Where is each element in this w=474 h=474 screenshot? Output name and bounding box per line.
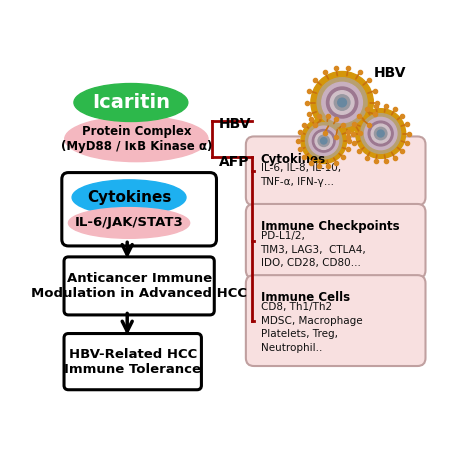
Circle shape [361,114,401,154]
Text: Cytokines: Cytokines [261,153,326,165]
Text: Icaritin: Icaritin [92,93,170,112]
Circle shape [356,109,406,158]
FancyBboxPatch shape [64,334,201,390]
Circle shape [365,118,397,150]
Circle shape [374,128,387,140]
Text: IL-6, IL-8, IL-10,
TNF-α, IFN-γ…: IL-6, IL-8, IL-10, TNF-α, IFN-γ… [261,164,341,187]
Circle shape [301,118,346,164]
Text: HBV-Related HCC
Immune Tolerance: HBV-Related HCC Immune Tolerance [64,347,201,375]
Ellipse shape [74,83,188,121]
FancyBboxPatch shape [246,137,426,205]
Ellipse shape [65,117,208,162]
Text: HBV: HBV [219,118,252,131]
Text: AFP: AFP [219,155,249,169]
Circle shape [306,123,342,159]
Text: IL-6/JAK/STAT3: IL-6/JAK/STAT3 [75,217,183,229]
FancyBboxPatch shape [62,173,217,246]
Circle shape [317,78,367,128]
Circle shape [330,91,354,114]
Text: Cytokines: Cytokines [87,190,171,205]
Circle shape [322,82,363,123]
Text: CD8, Th1/Th2
MDSC, Macrophage
Platelets, Treg,
Neutrophil..: CD8, Th1/Th2 MDSC, Macrophage Platelets,… [261,302,362,353]
FancyBboxPatch shape [64,257,214,315]
Text: Immune Cells: Immune Cells [261,291,350,304]
Circle shape [318,135,329,146]
FancyBboxPatch shape [246,204,426,278]
Circle shape [309,126,338,155]
Circle shape [368,121,393,146]
Circle shape [327,87,358,118]
Circle shape [377,130,384,137]
Circle shape [371,124,390,143]
Ellipse shape [68,208,190,238]
Circle shape [311,72,374,134]
Circle shape [334,95,350,110]
Text: PD-L1/2,
TIM3, LAG3,  CTLA4,
IDO, CD28, CD80…: PD-L1/2, TIM3, LAG3, CTLA4, IDO, CD28, C… [261,231,366,268]
FancyBboxPatch shape [246,275,426,366]
Text: Immune Checkpoints: Immune Checkpoints [261,220,399,233]
Ellipse shape [72,180,186,215]
Circle shape [338,98,346,107]
Text: Anticancer Immune
Modulation in Advanced HCC: Anticancer Immune Modulation in Advanced… [31,272,247,300]
Text: HBV: HBV [374,66,406,80]
Circle shape [312,129,335,152]
Text: Protein Complex
(MyD88 / IκB Kinase α): Protein Complex (MyD88 / IκB Kinase α) [61,125,212,153]
Circle shape [320,137,327,144]
Circle shape [315,132,332,149]
